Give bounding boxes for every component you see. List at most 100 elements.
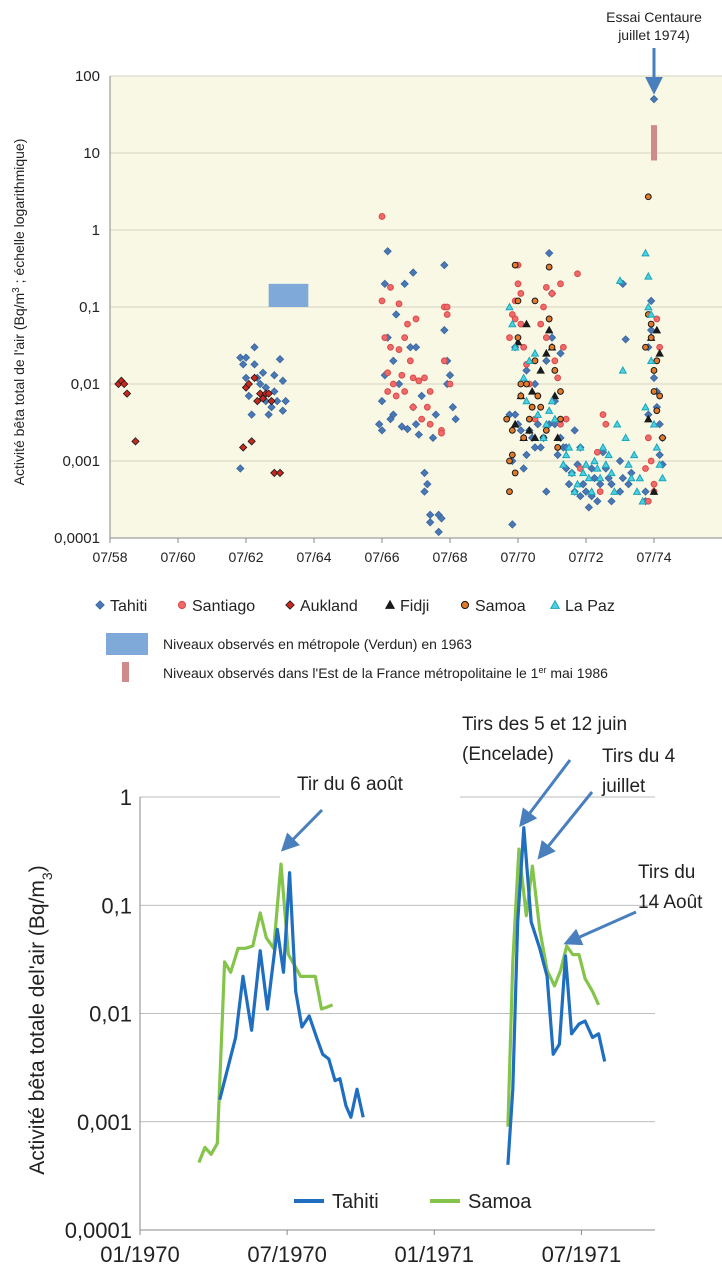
data-point-tahiti bbox=[411, 420, 421, 429]
data-point-tahiti bbox=[508, 520, 517, 529]
top-y-tick-label: 1 bbox=[92, 222, 100, 239]
top-legend: Tahiti Santiago Aukland Fidji Samoa La Paz Ni… bbox=[95, 598, 615, 682]
data-point-tahiti bbox=[420, 468, 429, 478]
top-y-axis-label: Activité bêta total de l'air (Bq/m3 ; éc… bbox=[11, 139, 28, 486]
data-point-tahiti bbox=[281, 396, 290, 406]
data-point-samoa bbox=[511, 261, 519, 269]
data-point-santiago bbox=[406, 357, 414, 365]
data-point-tahiti bbox=[596, 480, 605, 489]
data-point-tahiti bbox=[593, 497, 602, 506]
data-point-la-paz bbox=[624, 460, 633, 468]
data-point-samoa bbox=[647, 334, 655, 342]
data-point-tahiti bbox=[522, 450, 531, 460]
data-point-santiago bbox=[514, 280, 522, 288]
data-point-santiago bbox=[378, 297, 386, 305]
data-point-tahiti bbox=[550, 420, 559, 429]
data-point-tahiti bbox=[641, 487, 650, 496]
bottom-y-axis-label-sub: 3 bbox=[39, 872, 55, 880]
annotation-tirs-juin-line: (Encelade) bbox=[462, 744, 554, 765]
data-point-samoa bbox=[528, 403, 536, 411]
bottom-y-axis-label-main: Activité bêta totale del'air (Bq/m bbox=[26, 880, 49, 1175]
data-point-tahiti bbox=[256, 379, 265, 389]
series-line-tahiti bbox=[218, 871, 365, 1119]
data-point-santiago bbox=[384, 369, 392, 377]
data-point-la-paz bbox=[615, 276, 625, 284]
data-point-la-paz bbox=[578, 468, 588, 477]
data-point-santiago bbox=[506, 334, 513, 342]
data-point-tahiti bbox=[547, 333, 557, 342]
top-reference-marks bbox=[268, 125, 657, 307]
data-point-samoa bbox=[534, 392, 542, 400]
legend-note-est-france: Niveaux observés dans l'Est de la France… bbox=[163, 665, 608, 681]
legend-label: Samoa bbox=[475, 598, 526, 615]
legend-label: La Paz bbox=[565, 598, 615, 615]
data-point-santiago bbox=[423, 403, 431, 411]
data-point-aukland bbox=[275, 468, 285, 478]
data-point-tahiti bbox=[440, 260, 449, 270]
top-y-tick-label: 10 bbox=[83, 145, 100, 162]
data-point-fidji bbox=[652, 325, 662, 334]
data-point-tahiti bbox=[590, 473, 599, 483]
data-point-fidji bbox=[510, 419, 520, 428]
legend-note-est-france-main: Niveaux observés dans l'Est de la France… bbox=[163, 665, 539, 681]
data-point-santiago bbox=[426, 388, 434, 395]
data-point-santiago bbox=[548, 290, 556, 297]
top-y-tick-label: 0,1 bbox=[79, 299, 100, 316]
data-point-la-paz bbox=[564, 443, 574, 451]
data-point-samoa bbox=[506, 488, 513, 496]
data-point-la-paz bbox=[508, 319, 517, 328]
data-point-la-paz bbox=[598, 443, 608, 451]
series-aukland bbox=[114, 373, 285, 478]
data-point-santiago bbox=[537, 320, 545, 328]
legend-label-tahiti: Tahiti bbox=[332, 1191, 379, 1213]
annotation-tirs-juillet-arrow bbox=[537, 791, 594, 860]
annotation-tirs-juin-line: Tirs des 5 et 12 juin bbox=[462, 714, 627, 735]
data-point-santiago bbox=[440, 357, 448, 365]
data-point-la-paz bbox=[658, 473, 667, 482]
legend-entry-samoa: Samoa bbox=[460, 598, 526, 615]
data-point-santiago bbox=[418, 415, 426, 423]
data-point-samoa bbox=[514, 334, 522, 342]
data-point-tahiti bbox=[247, 410, 256, 419]
data-point-samoa bbox=[647, 320, 655, 328]
data-point-tahiti bbox=[236, 353, 245, 362]
data-point-santiago bbox=[395, 300, 403, 308]
top-annotations: Essai Centaure juillet 1974) bbox=[606, 9, 702, 95]
data-point-fidji bbox=[527, 387, 537, 395]
data-point-la-paz bbox=[510, 342, 520, 351]
data-point-la-paz bbox=[641, 248, 650, 257]
data-point-santiago bbox=[562, 415, 570, 423]
data-point-fidji bbox=[644, 414, 653, 423]
data-point-tahiti bbox=[380, 279, 389, 288]
data-point-la-paz bbox=[610, 487, 619, 495]
reference-rect-verdun-1963 bbox=[268, 283, 309, 307]
data-point-la-paz bbox=[638, 496, 647, 505]
data-point-la-paz bbox=[629, 450, 639, 459]
data-point-samoa bbox=[514, 297, 522, 305]
data-point-samoa bbox=[545, 315, 553, 323]
annotation-box-tir-aout bbox=[280, 766, 460, 798]
top-y-tick-label: 100 bbox=[75, 68, 100, 85]
legend-swatch-verdun bbox=[106, 633, 148, 655]
data-point-fidji bbox=[536, 366, 545, 374]
data-point-tahiti bbox=[244, 391, 253, 401]
legend-note-est-france-sup: er bbox=[538, 665, 546, 675]
data-point-tahiti bbox=[655, 450, 664, 460]
data-point-tahiti bbox=[411, 343, 421, 352]
data-point-santiago bbox=[381, 334, 389, 342]
data-point-tahiti bbox=[533, 420, 542, 429]
bottom-gridlines bbox=[140, 796, 655, 1231]
data-point-santiago bbox=[392, 392, 400, 400]
data-point-tahiti bbox=[440, 326, 449, 335]
data-point-tahiti bbox=[448, 403, 457, 412]
data-point-samoa bbox=[650, 367, 658, 374]
data-point-santiago bbox=[650, 480, 658, 488]
top-x-tick-label: 07/64 bbox=[296, 549, 331, 565]
data-point-santiago bbox=[395, 346, 403, 353]
legend-marker-fidji bbox=[384, 599, 396, 609]
data-point-santiago bbox=[389, 380, 397, 388]
data-point-tahiti bbox=[417, 391, 426, 401]
bottom-y-axis-label: Activité bêta totale del'air (Bq/m3) bbox=[26, 865, 55, 1174]
data-point-fidji bbox=[542, 348, 551, 357]
